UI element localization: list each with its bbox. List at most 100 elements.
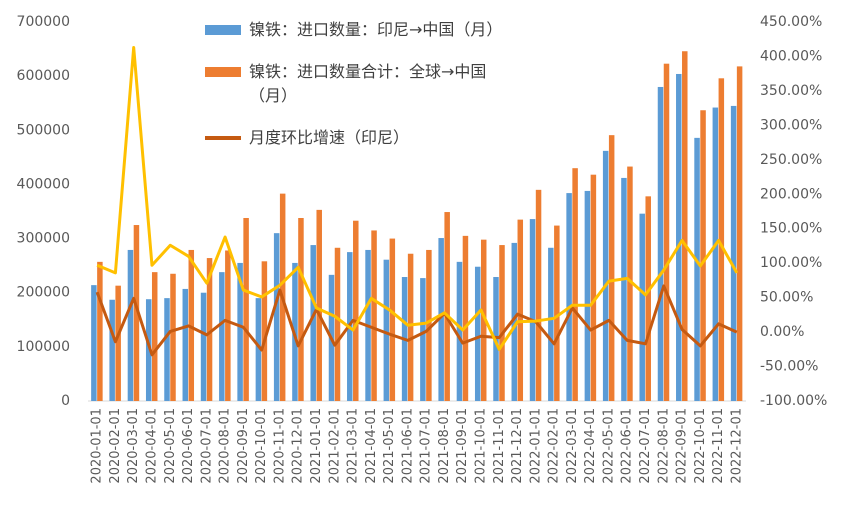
x-tick-label: 2020-10-01	[254, 408, 269, 484]
y-tick-label: 700000	[17, 14, 70, 30]
legend-swatch	[205, 67, 241, 77]
bar	[334, 247, 341, 401]
bar	[602, 150, 609, 401]
x-tick-label: 2020-09-01	[236, 408, 251, 484]
x-tick-label: 2020-02-01	[108, 408, 123, 484]
y-tick-label: 100000	[17, 339, 70, 355]
bar	[529, 219, 536, 401]
x-tick-label: 2022-06-01	[620, 408, 635, 484]
x-tick-label: 2022-05-01	[601, 408, 616, 484]
bar	[261, 261, 268, 401]
bar	[627, 166, 633, 401]
x-tick-label: 2021-11-01	[492, 408, 507, 484]
bar	[730, 105, 737, 402]
x-tick-label: 2022-01-01	[528, 408, 543, 484]
bar	[736, 66, 743, 401]
x-tick-label: 2022-08-01	[656, 408, 671, 484]
y2-tick-label: 50.00%	[760, 290, 813, 306]
y-tick-label: 400000	[17, 176, 70, 192]
bar	[590, 174, 597, 401]
y-tick-label: 200000	[17, 285, 70, 301]
bar	[535, 189, 542, 401]
x-tick-label: 2022-10-01	[693, 408, 708, 484]
bar	[621, 177, 627, 401]
y2-tick-label: 200.00%	[760, 186, 822, 202]
x-tick-label: 2022-04-01	[583, 408, 598, 484]
bar	[548, 247, 554, 401]
bar	[407, 253, 414, 401]
legend-label: 月度环比增速（印尼）	[249, 128, 410, 147]
x-tick-label: 2021-08-01	[437, 408, 452, 484]
bar	[517, 219, 524, 401]
bar	[145, 299, 152, 401]
bar	[657, 86, 664, 401]
x-tick-label: 2021-10-01	[473, 408, 488, 484]
bar	[718, 78, 725, 402]
x-tick-label: 2020-07-01	[199, 408, 214, 484]
x-tick-label: 2021-05-01	[382, 408, 397, 484]
legend-label: 镍铁：进口数量合计：全球→中国（月）	[249, 62, 487, 105]
x-tick-label: 2020-11-01	[272, 408, 287, 484]
bar	[554, 225, 560, 401]
x-tick-label: 2022-03-01	[565, 408, 580, 484]
legend-item: 镍铁：进口数量：印尼→中国（月）	[205, 18, 505, 42]
bar	[389, 238, 396, 401]
bar	[310, 245, 316, 401]
bar	[298, 217, 304, 401]
line	[96, 45, 739, 351]
bar	[206, 258, 213, 401]
y-tick-label: 0	[61, 393, 70, 409]
x-tick-label: 2020-04-01	[144, 408, 159, 484]
bar	[608, 135, 615, 401]
y2-tick-label: -100.00%	[760, 393, 827, 409]
legend: 镍铁：进口数量：印尼→中国（月） 镍铁：进口数量合计：全球→中国（月） 月度环比增速…	[205, 18, 505, 168]
bar	[462, 235, 469, 401]
bar	[480, 239, 487, 401]
x-tick-label: 2020-01-01	[90, 408, 105, 484]
bar	[91, 285, 97, 401]
bar	[700, 110, 706, 401]
x-tick-label: 2021-09-01	[455, 408, 470, 484]
y2-tick-label: 350.00%	[760, 83, 822, 99]
bar	[438, 238, 444, 401]
bar	[420, 278, 426, 401]
legend-item: 月度环比增速（印尼）	[205, 126, 505, 150]
bar	[712, 107, 719, 401]
x-tick-label: 2022-12-01	[729, 408, 744, 484]
x-tick-label: 2020-06-01	[181, 408, 196, 484]
bar	[200, 292, 207, 401]
y2-tick-label: 0.00%	[760, 324, 804, 340]
legend-swatch	[205, 25, 241, 35]
legend-item: 镍铁：进口数量合计：全球→中国（月）	[205, 60, 505, 108]
bar	[219, 272, 225, 401]
x-tick-label: 2020-08-01	[218, 408, 233, 484]
bar	[109, 299, 115, 401]
y-tick-label: 300000	[17, 231, 70, 247]
bar	[676, 73, 682, 401]
x-tick-label: 2020-05-01	[163, 408, 178, 484]
x-tick-label: 2021-06-01	[400, 408, 415, 484]
y2-tick-label: 250.00%	[760, 152, 822, 168]
line	[95, 284, 738, 357]
bar	[426, 249, 432, 401]
y-tick-label: 600000	[17, 68, 70, 84]
bar	[133, 225, 140, 401]
y2-tick-label: 150.00%	[760, 221, 822, 237]
x-tick-label: 2020-12-01	[291, 408, 306, 484]
x-tick-label: 2021-12-01	[510, 408, 525, 484]
bar	[127, 249, 134, 401]
y2-tick-label: -50.00%	[760, 359, 818, 375]
bar	[456, 261, 463, 401]
x-tick-label: 2021-03-01	[346, 408, 361, 484]
bar	[682, 51, 688, 401]
bar	[316, 209, 322, 401]
bar	[645, 196, 651, 401]
y2-tick-label: 400.00%	[760, 48, 822, 64]
legend-key	[205, 126, 241, 150]
y2-tick-label: 450.00%	[760, 14, 822, 30]
bar	[383, 259, 390, 401]
bar	[164, 298, 170, 401]
y2-tick-label: 300.00%	[760, 117, 822, 133]
